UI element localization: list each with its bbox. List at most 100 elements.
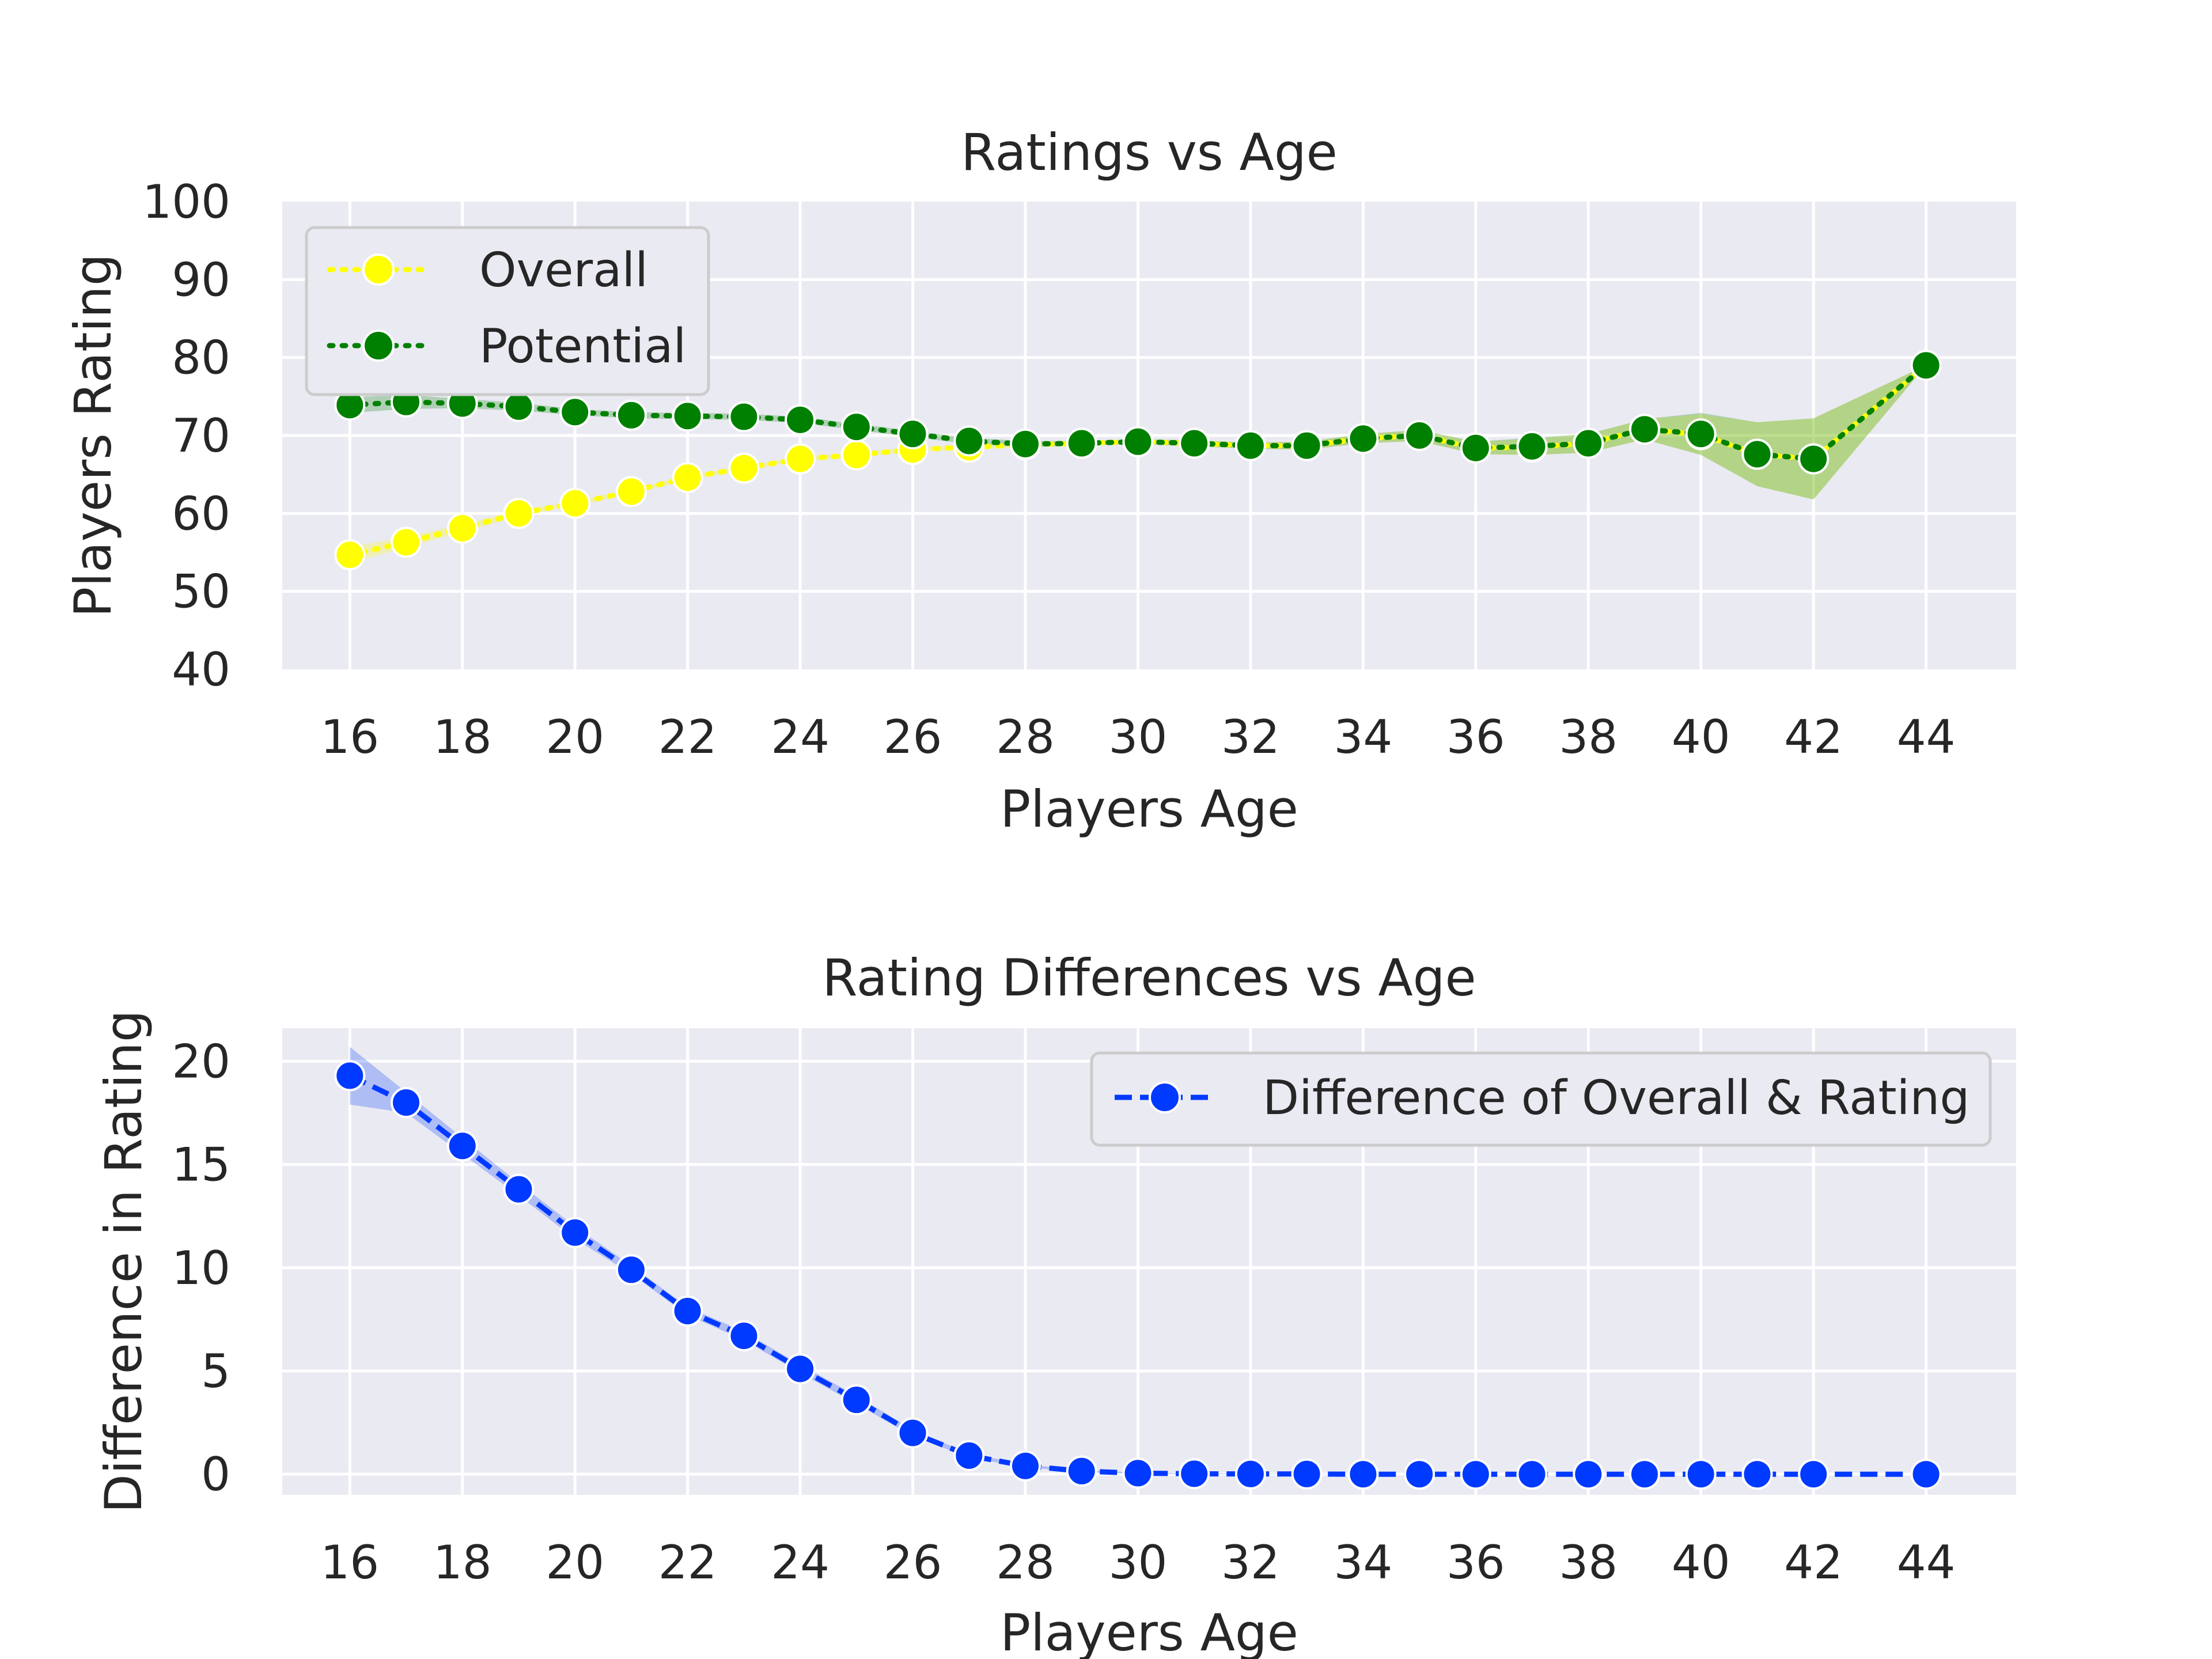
- data-point-potential: [953, 425, 985, 457]
- confidence-bands: [350, 365, 1926, 563]
- data-point-potential: [559, 396, 591, 428]
- y-tick-label: 5: [201, 1344, 230, 1398]
- data-point-overall: [559, 487, 591, 519]
- data-point-potential: [1010, 428, 1041, 460]
- y-tick-label: 40: [172, 643, 230, 696]
- data-point-difference-of-overall-rating: [897, 1417, 929, 1449]
- x-tick-label: 18: [433, 710, 492, 764]
- y-tick-label: 100: [142, 175, 230, 229]
- data-point-difference-of-overall-rating: [615, 1254, 647, 1286]
- y-tick-labels: 0 5 10 15 20: [172, 1035, 230, 1501]
- legend: Difference of Overall & Rating: [1090, 1051, 1992, 1147]
- data-point-difference-of-overall-rating: [1910, 1459, 1942, 1490]
- data-point-overall: [840, 439, 872, 471]
- x-tick-label: 44: [1897, 710, 1956, 764]
- x-tick-label: 32: [1221, 1536, 1280, 1589]
- data-point-difference-of-overall-rating: [1122, 1457, 1154, 1489]
- data-point-difference-of-overall-rating: [1179, 1458, 1210, 1490]
- data-point-potential: [1910, 350, 1942, 381]
- data-point-potential: [728, 401, 760, 433]
- data-point-overall: [446, 513, 478, 544]
- x-tick-label: 26: [884, 710, 942, 764]
- data-point-potential: [1741, 438, 1773, 470]
- data-point-difference-of-overall-rating: [1798, 1459, 1830, 1490]
- y-tick-labels: 40 50 60 70 80 90 100: [142, 175, 230, 696]
- series-points: [334, 350, 1942, 571]
- data-point-difference-of-overall-rating: [334, 1060, 366, 1092]
- x-tick-label: 44: [1897, 1536, 1956, 1589]
- x-tick-labels: 16 18 20 22 24 26 28 30 32 34 36 38 40 42 44: [320, 710, 1955, 764]
- x-tick-label: 38: [1559, 1536, 1618, 1589]
- x-tick-label: 20: [546, 710, 604, 764]
- data-point-potential: [1685, 418, 1717, 450]
- x-tick-label: 34: [1334, 710, 1392, 764]
- legend-label-potential: Potential: [479, 319, 686, 374]
- y-tick-label: 20: [172, 1035, 230, 1088]
- data-point-difference-of-overall-rating: [1347, 1459, 1379, 1490]
- data-point-difference-of-overall-rating: [1010, 1450, 1041, 1482]
- x-tick-label: 28: [996, 1536, 1055, 1589]
- chart-title: Rating Differences vs Age: [822, 948, 1476, 1007]
- x-axis-label: Players Age: [1000, 1603, 1298, 1659]
- data-point-difference-of-overall-rating: [1234, 1458, 1266, 1490]
- data-point-difference-of-overall-rating: [1516, 1459, 1548, 1490]
- data-point-difference-of-overall-rating: [1066, 1455, 1097, 1487]
- data-point-overall: [728, 452, 760, 484]
- x-tick-label: 22: [658, 710, 717, 764]
- data-point-difference-of-overall-rating: [728, 1320, 760, 1351]
- data-point-difference-of-overall-rating: [1573, 1459, 1604, 1490]
- data-point-difference-of-overall-rating: [672, 1296, 703, 1327]
- y-axis-label: Difference in Rating: [94, 1010, 153, 1513]
- x-tick-labels: 16 18 20 22 24 26 28 30 32 34 36 38 40 42 44: [320, 1536, 1955, 1589]
- x-tick-label: 36: [1446, 1536, 1505, 1589]
- y-axis-label: Players Rating: [63, 253, 123, 617]
- y-tick-label: 90: [172, 253, 230, 306]
- data-point-potential: [1460, 432, 1491, 464]
- x-tick-label: 20: [546, 1536, 604, 1589]
- data-point-difference-of-overall-rating: [1685, 1459, 1717, 1490]
- y-tick-label: 10: [172, 1241, 230, 1295]
- data-point-potential: [1573, 427, 1604, 459]
- data-point-potential: [1179, 427, 1210, 459]
- data-point-potential: [1347, 423, 1379, 454]
- data-point-potential: [1234, 430, 1266, 461]
- series-lines: [347, 362, 1929, 558]
- data-point-difference-of-overall-rating: [840, 1384, 872, 1416]
- data-point-potential: [1122, 426, 1154, 457]
- data-point-difference-of-overall-rating: [1629, 1459, 1660, 1490]
- x-tick-label: 22: [658, 1536, 717, 1589]
- x-tick-label: 30: [1109, 1536, 1168, 1589]
- data-point-difference-of-overall-rating: [1741, 1459, 1773, 1490]
- x-tick-label: 42: [1784, 710, 1843, 764]
- data-point-potential: [672, 400, 703, 432]
- data-point-potential: [1404, 420, 1435, 451]
- data-point-overall: [391, 527, 422, 558]
- data-point-potential: [503, 391, 535, 422]
- legend-marker-difference: [1149, 1081, 1181, 1113]
- rating-differences-vs-age-chart: 16 18 20 22 24 26 28 30 32 34 36 38 40 42 44 05101520 …: [94, 948, 2016, 1659]
- data-point-overall: [672, 462, 703, 494]
- data-point-difference-of-overall-rating: [1404, 1459, 1435, 1490]
- data-point-difference-of-overall-rating: [1460, 1459, 1491, 1490]
- data-point-difference-of-overall-rating: [785, 1353, 816, 1385]
- data-point-overall: [615, 476, 647, 507]
- chart-title: Ratings vs Age: [961, 123, 1338, 182]
- y-tick-label: 15: [172, 1138, 230, 1192]
- x-tick-label: 18: [433, 1536, 492, 1589]
- data-point-difference-of-overall-rating: [953, 1440, 985, 1471]
- y-tick-label: 50: [172, 565, 230, 619]
- data-point-potential: [1516, 430, 1548, 462]
- x-tick-label: 40: [1672, 1536, 1730, 1589]
- data-point-difference-of-overall-rating: [503, 1173, 535, 1205]
- x-axis-label: Players Age: [1000, 779, 1298, 839]
- data-point-potential: [785, 404, 816, 435]
- x-tick-label: 36: [1446, 710, 1505, 764]
- data-point-potential: [615, 399, 647, 431]
- x-tick-label: 24: [771, 1536, 830, 1589]
- data-point-overall: [334, 539, 366, 571]
- data-point-difference-of-overall-rating: [446, 1130, 478, 1162]
- data-point-potential: [840, 411, 872, 443]
- x-tick-label: 24: [771, 710, 830, 764]
- data-point-potential: [1291, 430, 1323, 461]
